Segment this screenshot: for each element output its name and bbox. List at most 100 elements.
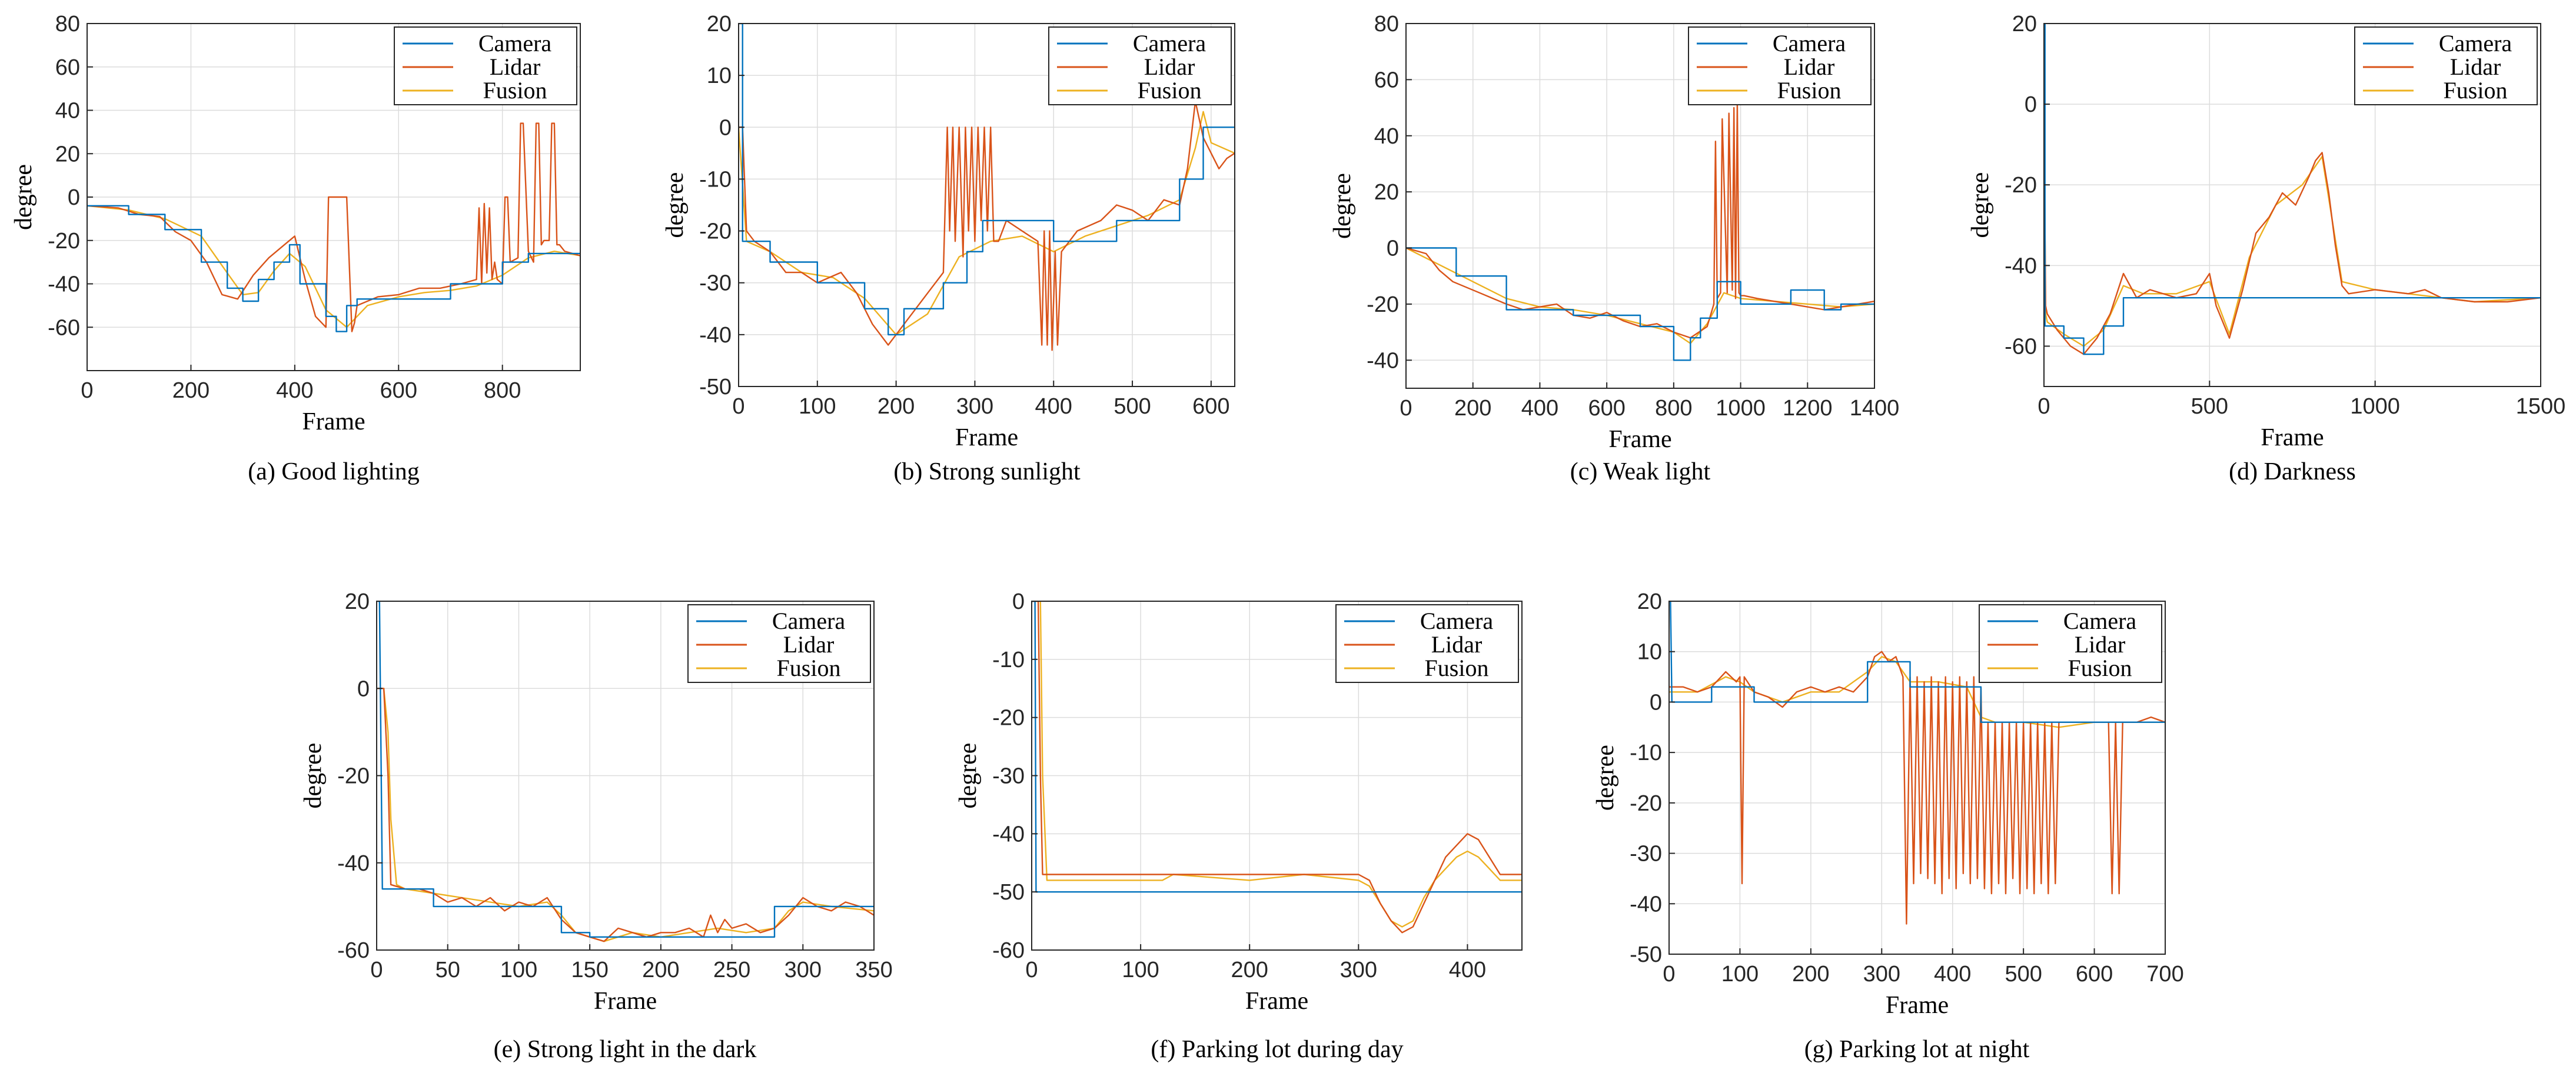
legend-label-camera: Camera xyxy=(1133,30,1206,56)
x-axis-label: Frame xyxy=(1886,992,1949,1019)
x-tick-label: 100 xyxy=(1721,962,1759,987)
y-tick-label: 80 xyxy=(1374,12,1399,36)
x-tick-label: 1200 xyxy=(1783,396,1833,421)
x-tick-label: 300 xyxy=(1863,962,1900,987)
legend-label-fusion: Fusion xyxy=(483,77,547,104)
x-axis-label: Frame xyxy=(1608,426,1671,453)
y-tick-label: 80 xyxy=(55,12,80,36)
y-tick-label: 0 xyxy=(1650,690,1662,715)
subplot-weak-light: 0 200 400 600 800 1000 1200 1400 -40 -20 0 20 40 60 80… xyxy=(1329,12,1899,485)
series-line-lidar xyxy=(2044,104,2541,355)
series-line-camera xyxy=(1406,247,1874,361)
legend-label-fusion: Fusion xyxy=(777,655,841,681)
subplot-caption: (b) Strong sunlight xyxy=(893,458,1081,485)
x-tick-label: 0 xyxy=(81,378,93,403)
y-tick-label: 20 xyxy=(55,142,80,166)
y-axis-label: degree xyxy=(955,743,982,809)
y-tick-label: 40 xyxy=(55,99,80,124)
subplot-caption: (d) Darkness xyxy=(2229,458,2356,485)
y-tick-label: -40 xyxy=(699,323,732,348)
y-tick-label: 40 xyxy=(1374,124,1399,149)
subplot-caption: (e) Strong light in the dark xyxy=(494,1036,757,1063)
x-tick-label: 200 xyxy=(1792,962,1829,987)
legend-label-lidar: Lidar xyxy=(1431,631,1483,658)
x-tick-label: 800 xyxy=(484,378,521,403)
y-tick-label: -20 xyxy=(1367,292,1399,317)
x-tick-label: 400 xyxy=(1035,394,1072,419)
x-tick-label: 0 xyxy=(1025,958,1038,982)
subplot-strong-light-in-dark: 0 50 100 150 200 250 300 350 -60 -40 -20 0 20 Frame de… xyxy=(300,589,893,1063)
legend-label-lidar: Lidar xyxy=(2450,54,2501,80)
x-tick-label: 350 xyxy=(855,958,892,982)
y-tick-label: -60 xyxy=(2005,334,2037,359)
x-tick-label: 400 xyxy=(1521,396,1558,421)
x-tick-label: 300 xyxy=(785,958,822,982)
x-tick-label: 800 xyxy=(1655,396,1692,421)
y-tick-label: 20 xyxy=(1637,589,1662,614)
series-line-lidar xyxy=(1406,101,1874,339)
y-tick-label: -10 xyxy=(699,167,732,192)
y-tick-label: -30 xyxy=(992,764,1025,789)
y-tick-label: -60 xyxy=(337,938,370,963)
legend-label-fusion: Fusion xyxy=(1425,655,1489,681)
series-line-camera xyxy=(1032,601,1522,893)
x-tick-label: 0 xyxy=(732,394,744,419)
y-tick-label: -20 xyxy=(699,219,732,244)
y-tick-label: -40 xyxy=(1630,892,1662,917)
x-tick-label: 0 xyxy=(2037,394,2050,419)
legend-label-camera: Camera xyxy=(772,608,846,634)
legend-label-lidar: Lidar xyxy=(1784,54,1835,80)
legend-label-lidar: Lidar xyxy=(783,631,835,658)
legend-box xyxy=(687,604,871,683)
y-axis-label: degree xyxy=(10,164,37,230)
plot-frame xyxy=(2043,23,2541,387)
x-tick-label: 600 xyxy=(1192,394,1229,419)
y-axis-label: degree xyxy=(1329,173,1356,239)
subplot-caption: (c) Weak light xyxy=(1570,458,1711,485)
x-tick-label: 200 xyxy=(642,958,679,982)
legend-box xyxy=(1335,604,1519,683)
x-tick-label: 200 xyxy=(877,394,915,419)
x-tick-label: 50 xyxy=(436,958,460,982)
y-tick-label: 60 xyxy=(1374,68,1399,92)
x-tick-label: 300 xyxy=(956,394,993,419)
series-line-lidar xyxy=(87,122,580,332)
series-line-lidar xyxy=(739,100,1235,351)
x-tick-label: 1500 xyxy=(2516,394,2566,419)
legend-label-lidar: Lidar xyxy=(2075,631,2126,658)
y-tick-label: 0 xyxy=(719,115,732,140)
y-axis-label: degree xyxy=(1967,172,1994,238)
legend-label-lidar: Lidar xyxy=(1144,54,1195,80)
y-tick-label: -30 xyxy=(1630,842,1662,867)
legend-box xyxy=(394,26,577,105)
y-axis-label: degree xyxy=(1592,745,1619,811)
x-tick-label: 200 xyxy=(1454,396,1491,421)
y-axis-label: degree xyxy=(300,743,327,809)
plot-frame xyxy=(1668,601,2166,955)
subplot-parking-lot-night: 0 100 200 300 400 500 600 700 -50 -40 -30 -20 -10 0 10… xyxy=(1592,589,2184,1063)
legend-label-camera: Camera xyxy=(1420,608,1494,634)
legend-box xyxy=(1979,604,2162,683)
legend-label-lidar: Lidar xyxy=(490,54,541,80)
legend-box xyxy=(1048,26,1232,105)
y-tick-label: 20 xyxy=(345,589,370,614)
legend-label-camera: Camera xyxy=(1773,30,1846,56)
subplot-caption: (a) Good lighting xyxy=(248,458,420,485)
subplot-parking-lot-day: 0 100 200 300 400 -60 -50 -40 -30 -20 -10 0 Frame deg… xyxy=(955,589,1523,1063)
legend-label-camera: Camera xyxy=(2439,30,2512,56)
x-tick-label: 1000 xyxy=(2350,394,2400,419)
x-tick-label: 600 xyxy=(380,378,417,403)
x-tick-label: 400 xyxy=(1449,958,1486,982)
series-line-camera xyxy=(1669,601,2165,723)
y-tick-label: 20 xyxy=(2012,12,2037,36)
x-tick-label: 500 xyxy=(1114,394,1151,419)
y-tick-label: 0 xyxy=(1387,236,1399,261)
plot-frame xyxy=(738,23,1235,387)
legend-label-camera: Camera xyxy=(2063,608,2137,634)
y-tick-label: -40 xyxy=(1367,348,1399,373)
series-line-lidar xyxy=(1032,601,1522,934)
y-tick-label: 10 xyxy=(707,64,732,88)
y-tick-label: 0 xyxy=(1012,589,1025,614)
x-tick-label: 250 xyxy=(713,958,750,982)
y-tick-label: -60 xyxy=(48,315,80,340)
